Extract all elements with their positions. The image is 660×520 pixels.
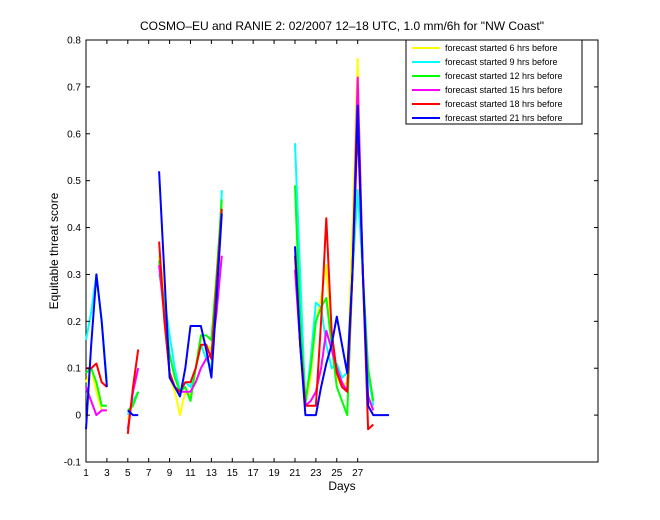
y-tick-label: 0.8 bbox=[67, 36, 81, 47]
x-tick-label: 9 bbox=[167, 468, 173, 479]
x-tick-label: 11 bbox=[185, 468, 196, 479]
series-line-6 bbox=[85, 104, 389, 430]
y-tick-label: 0.7 bbox=[67, 82, 81, 93]
y-tick-label: 0 bbox=[75, 411, 81, 422]
x-tick-label: 1 bbox=[83, 468, 89, 479]
x-axis-label: Days bbox=[328, 479, 355, 493]
series-line-5 bbox=[86, 123, 374, 435]
x-tick-label: 19 bbox=[269, 468, 281, 479]
x-tick-label: 21 bbox=[289, 468, 301, 479]
x-tick-label: 17 bbox=[248, 468, 260, 479]
legend-label-1: forecast started 6 hrs before bbox=[445, 43, 558, 53]
legend-label-3: forecast started 12 hrs before bbox=[445, 71, 563, 81]
legend-label-6: forecast started 21 hrs before bbox=[445, 113, 563, 123]
x-tick-label: 15 bbox=[227, 468, 239, 479]
series-layer bbox=[85, 57, 389, 435]
y-tick-label: -0.1 bbox=[64, 458, 82, 469]
y-tick-label: 0.6 bbox=[67, 129, 81, 140]
y-axis-label: Equitable threat score bbox=[47, 192, 61, 309]
y-tick-label: 0.5 bbox=[67, 176, 81, 187]
y-tick-label: 0.1 bbox=[67, 364, 81, 375]
y-axis: -0.1 0 0.1 0.2 0.3 0.4 0.5 0.6 0.7 0.8 bbox=[64, 36, 598, 469]
y-tick-label: 0.2 bbox=[67, 317, 81, 328]
x-tick-label: 23 bbox=[310, 468, 322, 479]
legend-box bbox=[405, 39, 583, 125]
legend-label-2: forecast started 9 hrs before bbox=[445, 57, 558, 67]
series-line-3 bbox=[85, 109, 375, 417]
y-tick-label: 0.4 bbox=[67, 223, 81, 234]
x-tick-label: 3 bbox=[104, 468, 110, 479]
x-tick-label: 13 bbox=[206, 468, 218, 479]
legend-label-5: forecast started 18 hrs before bbox=[445, 99, 563, 109]
x-tick-label: 27 bbox=[352, 468, 364, 479]
x-axis: 1 3 5 7 9 11 13 15 17 19 21 23 25 27 bbox=[83, 40, 364, 479]
legend-label-4: forecast started 15 hrs before bbox=[445, 85, 563, 95]
y-tick-label: 0.3 bbox=[67, 270, 81, 281]
chart-title: COSMO–EU and RANIE 2: 02/2007 12–18 UTC,… bbox=[140, 19, 544, 33]
x-tick-label: 25 bbox=[331, 468, 343, 479]
x-tick-label: 7 bbox=[146, 468, 152, 479]
legend: forecast started 6 hrs before forecast st… bbox=[405, 39, 583, 125]
x-tick-label: 5 bbox=[125, 468, 131, 479]
